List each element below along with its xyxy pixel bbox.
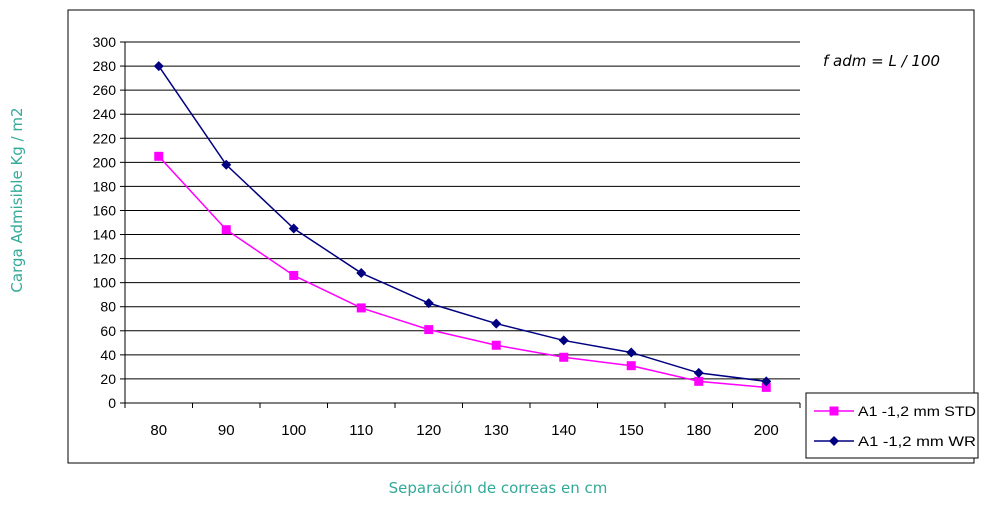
legend-marker [829, 406, 839, 416]
series-layer [153, 61, 772, 392]
data-point [694, 376, 704, 386]
data-point [491, 340, 501, 350]
y-tick-label: 80 [100, 299, 116, 315]
legend-label: A1 -1,2 mm STD [858, 403, 976, 419]
data-point [289, 270, 299, 280]
x-tick-label: 180 [686, 422, 711, 439]
x-tick-label: 120 [416, 422, 441, 439]
y-tick-label: 60 [100, 323, 116, 339]
series-0 [154, 151, 771, 392]
series-line [158, 155, 767, 389]
data-point [153, 61, 164, 72]
y-tick-label: 220 [93, 130, 117, 146]
data-point [491, 318, 502, 329]
legend-marker [829, 436, 839, 446]
y-tick-label: 240 [93, 106, 117, 122]
data-point [424, 325, 434, 335]
data-point [559, 352, 569, 362]
x-tick-label: 100 [281, 422, 306, 439]
y-tick-label: 160 [93, 202, 117, 218]
x-tick-label: 200 [754, 422, 779, 439]
data-point [626, 361, 636, 371]
series-line [158, 65, 767, 383]
data-point [221, 159, 232, 170]
y-tick-label: 200 [93, 154, 117, 170]
series-1 [153, 61, 772, 387]
data-point [423, 298, 434, 309]
chart-frame [67, 9, 975, 464]
data-point [154, 151, 164, 161]
y-tick-label: 20 [100, 371, 116, 387]
legend-box [805, 392, 979, 459]
x-axis-title: Separación de correas en cm [389, 479, 608, 497]
data-point [356, 303, 366, 313]
y-tick-label: 40 [100, 347, 116, 363]
y-tick-label: 140 [93, 227, 117, 243]
y-tick-label: 280 [93, 58, 117, 74]
x-tick-label: 140 [551, 422, 576, 439]
x-tick-label: 130 [484, 422, 509, 439]
data-point [221, 225, 231, 235]
data-point [761, 382, 771, 392]
formula-annotation: f adm = L / 100 [823, 52, 940, 70]
data-point [356, 268, 367, 279]
y-tick-label: 100 [93, 275, 117, 291]
legend: A1 -1,2 mm STD A1 -1,2 mm WR [805, 392, 979, 459]
data-point [693, 367, 704, 378]
y-tick-label: 0 [108, 395, 116, 411]
x-tick-label: 80 [150, 422, 167, 439]
x-tick-label: 150 [619, 422, 644, 439]
data-point [626, 347, 637, 358]
x-tick-label: 90 [218, 422, 235, 439]
legend-label: A1 -1,2 mm WR [858, 433, 976, 449]
axis-layer: 0 20 40 60 80 100 120 140 160 180 200 220 240 260 280 3… [93, 34, 801, 439]
y-axis-title: Carga Admisible Kg / m2 [8, 107, 26, 292]
y-tick-label: 300 [93, 34, 117, 50]
data-point [288, 223, 299, 234]
x-tick-label: 110 [349, 422, 373, 439]
y-tick-label: 120 [93, 251, 117, 267]
data-point [761, 376, 772, 387]
data-point [558, 335, 569, 346]
y-tick-label: 180 [93, 178, 117, 194]
y-tick-label: 260 [93, 82, 117, 98]
